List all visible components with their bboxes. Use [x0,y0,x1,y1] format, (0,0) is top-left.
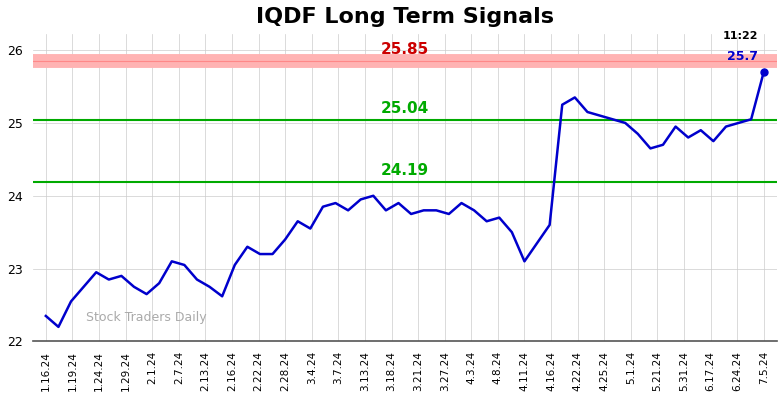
Text: 25.7: 25.7 [728,50,758,63]
Text: Stock Traders Daily: Stock Traders Daily [85,311,206,324]
Text: 25.85: 25.85 [381,42,429,57]
Text: 24.19: 24.19 [381,163,429,178]
Text: 11:22: 11:22 [723,31,758,41]
Text: 25.04: 25.04 [381,101,429,116]
Title: IQDF Long Term Signals: IQDF Long Term Signals [256,7,554,27]
